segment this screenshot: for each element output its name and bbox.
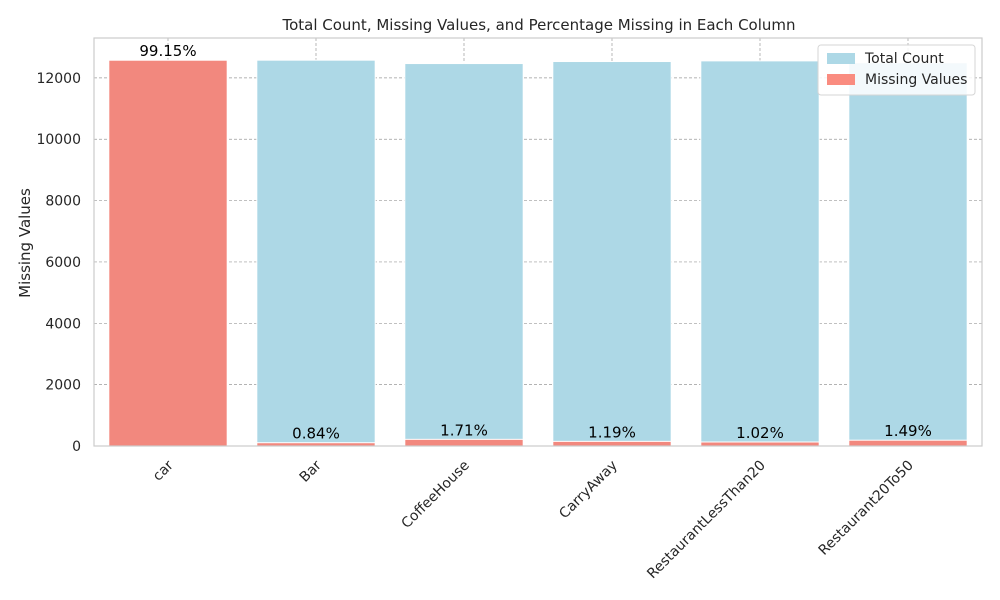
legend-label: Missing Values [865, 72, 967, 88]
chart-title: Total Count, Missing Values, and Percent… [281, 16, 795, 34]
x-tick-label: CarryAway [556, 458, 621, 523]
bar-missing-values [108, 59, 228, 447]
percent-label: 1.02% [736, 424, 784, 442]
x-tick-label: Bar [297, 457, 325, 485]
bar-total-count [848, 62, 968, 447]
percent-label: 99.15% [139, 42, 196, 60]
bars [108, 59, 968, 447]
percent-label: 1.71% [440, 421, 488, 439]
y-tick-label: 4000 [45, 316, 81, 332]
legend: Total Count Missing Values [817, 44, 976, 96]
y-tick-label: 2000 [45, 378, 81, 394]
y-tick-label: 12000 [36, 71, 81, 87]
y-tick-label: 0 [72, 439, 81, 455]
x-tick-label: RestaurantLessThan20 [644, 458, 769, 583]
y-tick-label: 8000 [45, 194, 81, 210]
percent-label: 1.19% [588, 423, 636, 441]
plot-frame [93, 37, 983, 447]
y-axis-label: Missing Values [16, 188, 34, 298]
y-tick-label: 10000 [36, 132, 81, 148]
legend-box [817, 44, 976, 96]
percent-label: 0.84% [292, 425, 340, 443]
percent-label: 1.49% [884, 422, 932, 440]
x-tick-label: car [150, 457, 177, 484]
bar-total-count [404, 63, 524, 447]
percent-labels: 99.15% 0.84% 1.71% 1.19% 1.02% 1.49% [139, 42, 931, 443]
bar-total-count [256, 59, 376, 447]
bar-total-count [552, 61, 672, 447]
bar-missing-values [404, 438, 524, 447]
x-tick-label: CoffeeHouse [399, 458, 473, 532]
bar-missing-values [848, 439, 968, 447]
bar-total-count [700, 60, 820, 447]
legend-label: Total Count [864, 51, 944, 67]
legend-swatch [827, 74, 855, 85]
legend-swatch [827, 53, 855, 64]
y-tick-label: 6000 [45, 255, 81, 271]
x-tick-label: Restaurant20To50 [816, 458, 917, 559]
bar-missing-values [552, 440, 672, 447]
